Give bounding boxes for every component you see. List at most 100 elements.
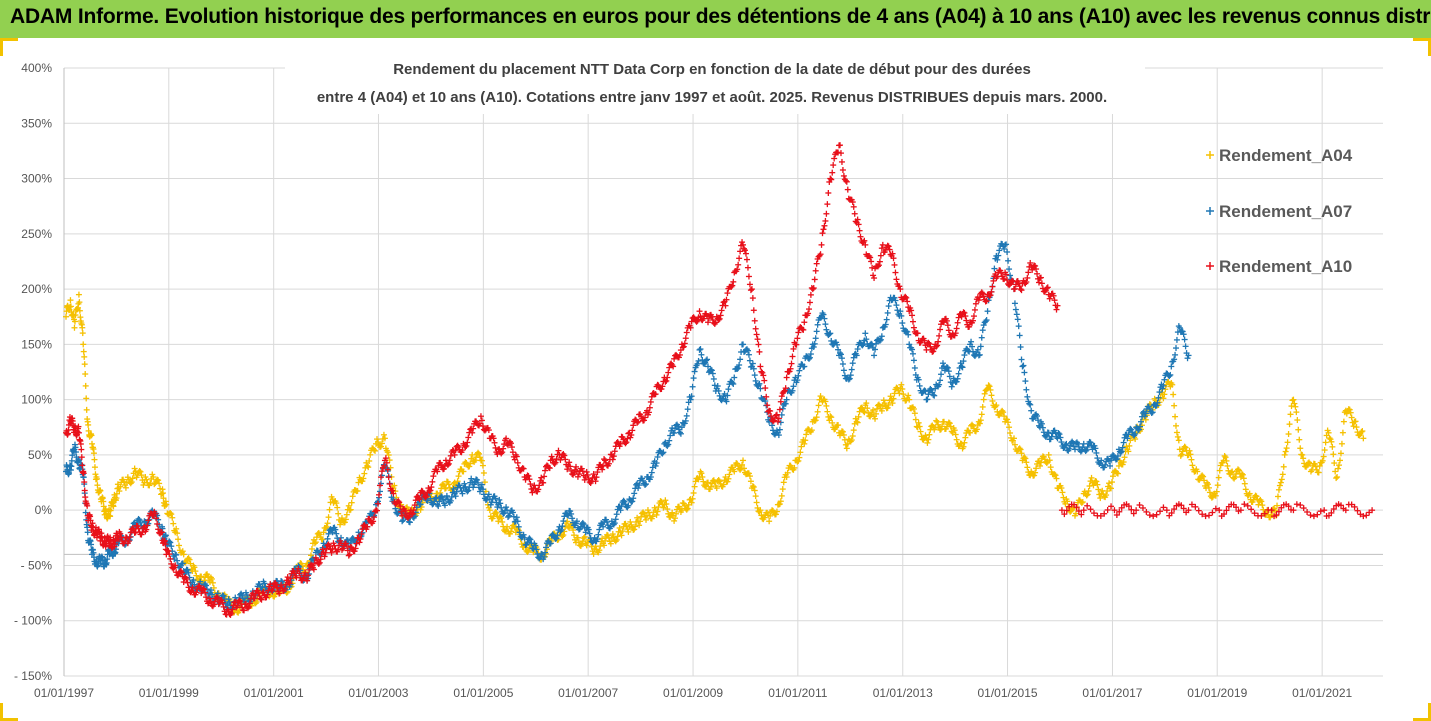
data-point [753, 499, 760, 506]
data-point [1095, 486, 1102, 493]
data-point [849, 360, 856, 367]
data-point [107, 513, 114, 520]
data-point [774, 418, 781, 425]
data-point [962, 434, 969, 441]
data-point [334, 504, 341, 511]
y-tick-label: 0% [35, 503, 53, 517]
data-point [812, 267, 819, 274]
data-point [348, 499, 355, 506]
data-point [955, 370, 962, 377]
data-point [939, 360, 946, 367]
data-point [1120, 439, 1127, 446]
data-point [1087, 506, 1094, 513]
data-point [324, 535, 331, 542]
data-point [150, 474, 157, 481]
data-point [1034, 270, 1041, 277]
data-point [1248, 506, 1255, 513]
data-point [848, 366, 855, 373]
data-point [1020, 362, 1027, 369]
data-point [443, 492, 450, 499]
data-point [801, 319, 808, 326]
data-point [1363, 512, 1370, 519]
data-point [1283, 445, 1290, 452]
data-point [71, 324, 78, 331]
data-point [696, 308, 703, 315]
data-point [831, 155, 838, 162]
data-point [806, 306, 813, 313]
corner-mark-bottom-left-h [0, 718, 18, 721]
data-point [762, 385, 769, 392]
data-point [910, 357, 917, 364]
data-point [491, 439, 498, 446]
data-point [90, 450, 97, 457]
data-point [1205, 512, 1212, 519]
data-point [385, 474, 392, 481]
data-point [634, 514, 641, 521]
data-point [1329, 443, 1336, 450]
data-point [752, 325, 759, 332]
data-point [664, 506, 671, 513]
data-point [961, 352, 968, 359]
data-point [1215, 474, 1222, 481]
data-point [1353, 424, 1360, 431]
data-point [978, 334, 985, 341]
data-point [83, 395, 90, 402]
data-point [984, 308, 991, 315]
data-point [338, 515, 345, 522]
data-point [83, 406, 90, 413]
data-point [169, 514, 176, 521]
data-point [868, 258, 875, 265]
data-point [936, 332, 943, 339]
data-point [830, 162, 837, 169]
data-point [1276, 482, 1283, 489]
data-point [961, 439, 968, 446]
banner-title: ADAM Informe. Evolution historique des p… [10, 5, 1431, 28]
data-point [337, 521, 344, 528]
data-point [1172, 351, 1179, 358]
data-point [1242, 486, 1249, 493]
data-point [937, 377, 944, 384]
data-point [788, 360, 795, 367]
data-point [1024, 393, 1031, 400]
data-point [837, 150, 844, 157]
data-point [817, 393, 824, 400]
data-point [167, 510, 174, 517]
data-point [361, 470, 368, 477]
data-point [1354, 507, 1361, 514]
data-point [170, 520, 177, 527]
data-point [1282, 448, 1289, 455]
data-point [1059, 489, 1066, 496]
data-point [417, 506, 424, 513]
data-point [683, 412, 690, 419]
data-point [954, 319, 961, 326]
data-point [718, 307, 725, 314]
data-point [1297, 445, 1304, 452]
data-point [91, 464, 98, 471]
corner-mark-top-right-h [1413, 38, 1431, 41]
legend-label: Rendement_A04 [1219, 146, 1353, 165]
data-point [838, 158, 845, 165]
data-point [811, 276, 818, 283]
data-point [1338, 440, 1345, 447]
data-point [175, 536, 182, 543]
data-point [174, 530, 181, 537]
data-point [871, 352, 878, 359]
data-point [205, 573, 212, 580]
legend-label: Rendement_A07 [1219, 202, 1352, 221]
data-point [82, 382, 89, 389]
data-point [609, 456, 616, 463]
data-point [1189, 462, 1196, 469]
data-point [163, 501, 170, 508]
data-point [911, 364, 918, 371]
data-point [308, 545, 315, 552]
data-point [1160, 504, 1167, 511]
data-point [1163, 507, 1170, 514]
data-point [342, 516, 349, 523]
data-point [137, 468, 144, 475]
data-point [948, 383, 955, 390]
data-point [377, 443, 384, 450]
x-axis-ticks: 01/01/1997 01/01/1999 01/01/2001 01/01/2003… [34, 686, 1353, 700]
data-point [839, 360, 846, 367]
data-point [343, 511, 350, 518]
x-tick-label: 01/01/1997 [34, 686, 94, 700]
